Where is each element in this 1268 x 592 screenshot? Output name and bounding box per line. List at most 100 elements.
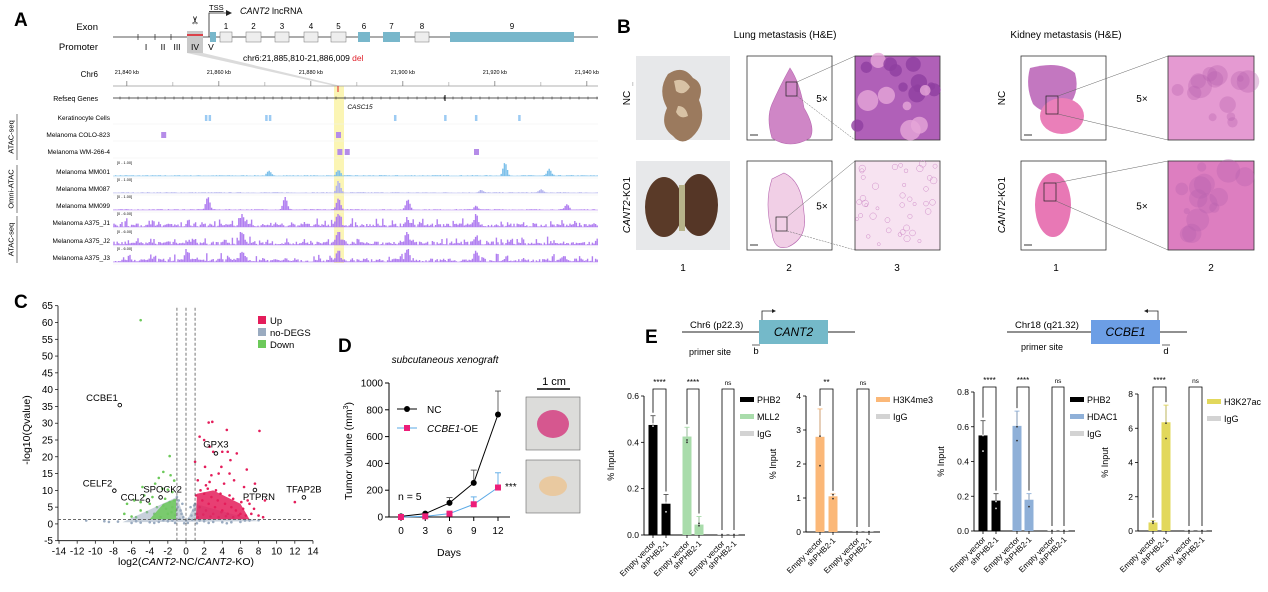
- significance-label: ns: [1055, 378, 1063, 385]
- exon-number: 4: [309, 22, 314, 31]
- tissue-texture: [884, 217, 891, 223]
- y-tick-label: 25: [42, 435, 54, 446]
- significance-label: **: [823, 378, 829, 387]
- point-no-degs: [230, 520, 233, 524]
- point-no-degs: [186, 521, 190, 525]
- y-axis-label: % Input: [936, 446, 946, 477]
- significance-bracket: [1051, 386, 1065, 526]
- y-axis-label: % Input: [606, 450, 616, 481]
- data-point-oe: [398, 514, 404, 520]
- y-axis-label-part: ): [343, 402, 355, 406]
- x-tick-label: -12: [70, 547, 85, 558]
- tissue-texture: [903, 224, 910, 232]
- legend-label: NC: [427, 405, 441, 416]
- ruler-tick-label: 21,840 kb: [115, 70, 139, 76]
- track-scale: [0 - 1.00]: [117, 161, 132, 165]
- point-up: [208, 480, 211, 484]
- tissue-texture: [885, 227, 892, 234]
- x-tick-label: 3: [422, 526, 428, 537]
- exon-label: Exon: [76, 22, 98, 33]
- promoter-label: Promoter: [59, 42, 98, 53]
- tissue-texture: [907, 196, 913, 202]
- transcript-name-part: CANT2: [240, 6, 270, 16]
- replicate-dot: [665, 510, 667, 513]
- track-peak: [268, 115, 272, 121]
- primer-name: d: [1163, 346, 1168, 357]
- promoter-label-2: II: [161, 42, 166, 52]
- track-label: Melanoma MM001: [56, 169, 110, 176]
- zoom-region-box: [785, 81, 798, 97]
- deletion-tag: del: [352, 53, 363, 63]
- row-label-nc: NC: [997, 91, 1008, 105]
- tissue-texture: [912, 202, 917, 206]
- y-tick-label: 0.6: [957, 422, 969, 432]
- gene-label: CELF2: [83, 479, 113, 490]
- x-tick-label: -4: [145, 547, 154, 558]
- replicate-dot: [832, 493, 834, 496]
- lung-title: Lung metastasis (H&E): [734, 30, 837, 41]
- x-tick-label: 12: [492, 526, 504, 537]
- point-up: [225, 428, 229, 432]
- bar-phb2: [661, 503, 671, 535]
- point-up: [240, 500, 243, 504]
- replicate-dot: [733, 533, 735, 536]
- y-axis-label: % Input: [1100, 447, 1110, 478]
- replicate-dot: [1165, 422, 1167, 425]
- magnification-label: 5×: [1136, 94, 1148, 105]
- point-up: [231, 497, 235, 501]
- exon-3: [274, 31, 290, 43]
- point-down: [172, 479, 176, 482]
- legend-label: CCBE1-OE: [427, 424, 478, 435]
- trachea: [679, 185, 685, 231]
- point-down: [163, 497, 167, 501]
- kidney-5x-image: [1167, 160, 1255, 251]
- point-down: [123, 512, 126, 516]
- point-down: [151, 495, 154, 499]
- track-group-label: Omni-ATAC: [7, 169, 16, 209]
- y-tick-label: 55: [42, 335, 54, 346]
- point-down: [141, 485, 144, 489]
- track-label: Melanoma MM099: [56, 203, 110, 210]
- point-up: [253, 482, 257, 485]
- legend-label: Up: [270, 316, 282, 327]
- y-tick-label: 0.4: [627, 437, 639, 447]
- track-scale: [0 - 1.00]: [117, 195, 132, 199]
- legend-swatch: [1207, 399, 1221, 404]
- exon-number: 5: [336, 22, 341, 31]
- legend-swatch: [258, 328, 266, 336]
- exon-1: [219, 31, 233, 43]
- y-tick-label: 35: [42, 402, 54, 413]
- point-no-degs: [152, 521, 156, 525]
- point-up: [196, 478, 200, 482]
- tissue-texture: [1197, 193, 1218, 214]
- bar-phb2: [648, 424, 658, 535]
- highlighted-gene-marker: [117, 402, 123, 408]
- exon-number: 8: [420, 22, 425, 31]
- point-down: [139, 318, 142, 322]
- exon-number: 9: [510, 22, 515, 31]
- data-point-oe: [446, 510, 453, 517]
- point-up: [203, 465, 207, 469]
- track-label: Melanoma A375_J2: [53, 238, 111, 245]
- point-down: [166, 488, 170, 491]
- bar-hdac1: [1024, 499, 1034, 531]
- x-tick-label: -10: [88, 547, 103, 558]
- replicate-dot: [698, 522, 700, 525]
- tissue-texture: [856, 199, 862, 205]
- y-tick-label: 200: [366, 486, 383, 497]
- point-no-degs: [103, 519, 106, 523]
- panel-label-e: E: [645, 327, 658, 348]
- y-tick-label: 0.2: [957, 491, 969, 501]
- track-label: Keratinocyte Cells: [58, 115, 111, 122]
- replicate-dot: [652, 422, 654, 425]
- y-tick-label: 65: [42, 301, 54, 312]
- tissue-texture: [898, 82, 908, 92]
- row-label-ko-part: -KO1: [622, 176, 633, 200]
- gene-box-label: CCBE1: [1105, 325, 1145, 339]
- x-tick-label: 12: [289, 547, 301, 558]
- point-down: [169, 473, 172, 477]
- legend-label: H3K4me3: [893, 395, 933, 405]
- tissue-texture: [1237, 75, 1244, 82]
- y-tick-label: 0: [1128, 526, 1133, 536]
- panel-label-d: D: [338, 336, 352, 357]
